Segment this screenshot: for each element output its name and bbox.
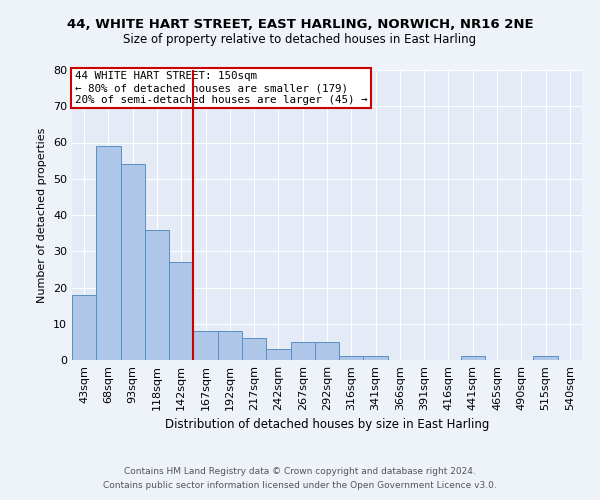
Bar [121, 164, 145, 360]
Bar [145, 230, 169, 360]
Bar [290, 342, 315, 360]
Text: Size of property relative to detached houses in East Harling: Size of property relative to detached ho… [124, 32, 476, 46]
Bar [339, 356, 364, 360]
Text: Contains public sector information licensed under the Open Government Licence v3: Contains public sector information licen… [103, 481, 497, 490]
Bar [461, 356, 485, 360]
Bar [169, 262, 193, 360]
Bar [72, 294, 96, 360]
Bar [242, 338, 266, 360]
Bar [315, 342, 339, 360]
Bar [266, 349, 290, 360]
Text: 44, WHITE HART STREET, EAST HARLING, NORWICH, NR16 2NE: 44, WHITE HART STREET, EAST HARLING, NOR… [67, 18, 533, 30]
Bar [218, 331, 242, 360]
Bar [193, 331, 218, 360]
Bar [364, 356, 388, 360]
Text: 44 WHITE HART STREET: 150sqm
← 80% of detached houses are smaller (179)
20% of s: 44 WHITE HART STREET: 150sqm ← 80% of de… [74, 72, 367, 104]
X-axis label: Distribution of detached houses by size in East Harling: Distribution of detached houses by size … [165, 418, 489, 432]
Text: Contains HM Land Registry data © Crown copyright and database right 2024.: Contains HM Land Registry data © Crown c… [124, 467, 476, 476]
Y-axis label: Number of detached properties: Number of detached properties [37, 128, 47, 302]
Bar [533, 356, 558, 360]
Bar [96, 146, 121, 360]
